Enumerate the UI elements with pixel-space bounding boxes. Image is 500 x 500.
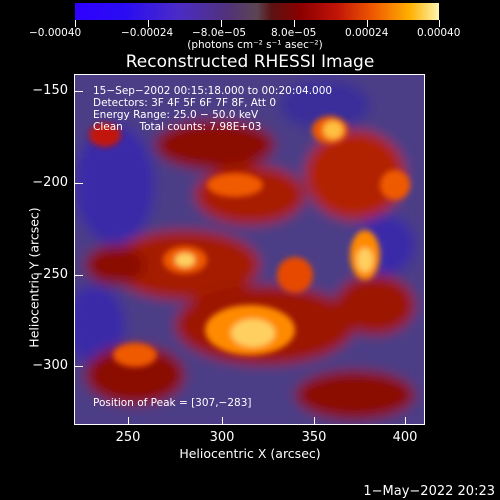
y-axis-title: Heliocentric Y (arcsec): [26, 207, 42, 348]
x-tick-mark: [314, 417, 315, 425]
plot-timestamp: 1−May−2022 20:23: [363, 484, 495, 499]
x-tick-mark: [128, 417, 129, 425]
colorbar-tick-mark: [221, 20, 222, 27]
colorbar: [75, 3, 439, 20]
colorbar-units: (photons cm⁻² s⁻¹ asec⁻²): [187, 39, 323, 51]
plot-frame: [74, 74, 425, 425]
info-line-clean: Clean Total counts: 7.98E+03: [93, 121, 262, 133]
colorbar-tick-mark: [439, 20, 440, 27]
colorbar-tick-mark: [367, 20, 368, 27]
x-tick-label: 400: [392, 430, 418, 445]
rhessi-image: 15−Sep−2002 00:15:18.000 to 00:20:04.000…: [75, 75, 425, 425]
y-tick-mark: [75, 91, 83, 92]
peak-position: Position of Peak = [307,−283]: [93, 397, 252, 409]
y-tick-label: −250: [32, 267, 68, 282]
x-tick-label: 300: [209, 430, 235, 445]
x-tick-label: 350: [301, 430, 327, 445]
x-tick-mark: [405, 417, 406, 425]
colorbar-tick-mark: [75, 20, 76, 27]
x-tick-mark: [222, 417, 223, 425]
colorbar-tick-label: −0.00040: [29, 27, 82, 39]
y-tick-mark: [75, 183, 83, 184]
colorbar-tick-mark: [294, 20, 295, 27]
y-tick-label: −200: [32, 175, 68, 190]
info-line-detectors: Detectors: 3F 4F 5F 6F 7F 8F, Att 0: [93, 97, 277, 109]
colorbar-tick-label: 0.00024: [345, 27, 389, 39]
colorbar-tick-mark: [148, 20, 149, 27]
info-line-energy: Energy Range: 25.0 − 50.0 keV: [93, 109, 259, 121]
colorbar-tick-label: −0.00024: [121, 27, 174, 39]
colorbar-tick-label: 0.00040: [417, 27, 461, 39]
y-tick-label: −150: [32, 83, 68, 98]
colorbar-tick-label: 8.0e−05: [271, 27, 317, 39]
colorbar-tick-label: −8.0e−05: [192, 27, 247, 39]
x-tick-label: 250: [115, 430, 141, 445]
rhessi-image-map: [75, 75, 425, 425]
y-tick-mark: [75, 366, 83, 367]
info-line-time: 15−Sep−2002 00:15:18.000 to 00:20:04.000: [93, 85, 333, 97]
y-tick-label: −300: [32, 358, 68, 373]
plot-title: Reconstructed RHESSI Image: [125, 52, 375, 72]
y-tick-mark: [75, 275, 83, 276]
x-axis-title: Heliocentric X (arcsec): [179, 446, 321, 461]
